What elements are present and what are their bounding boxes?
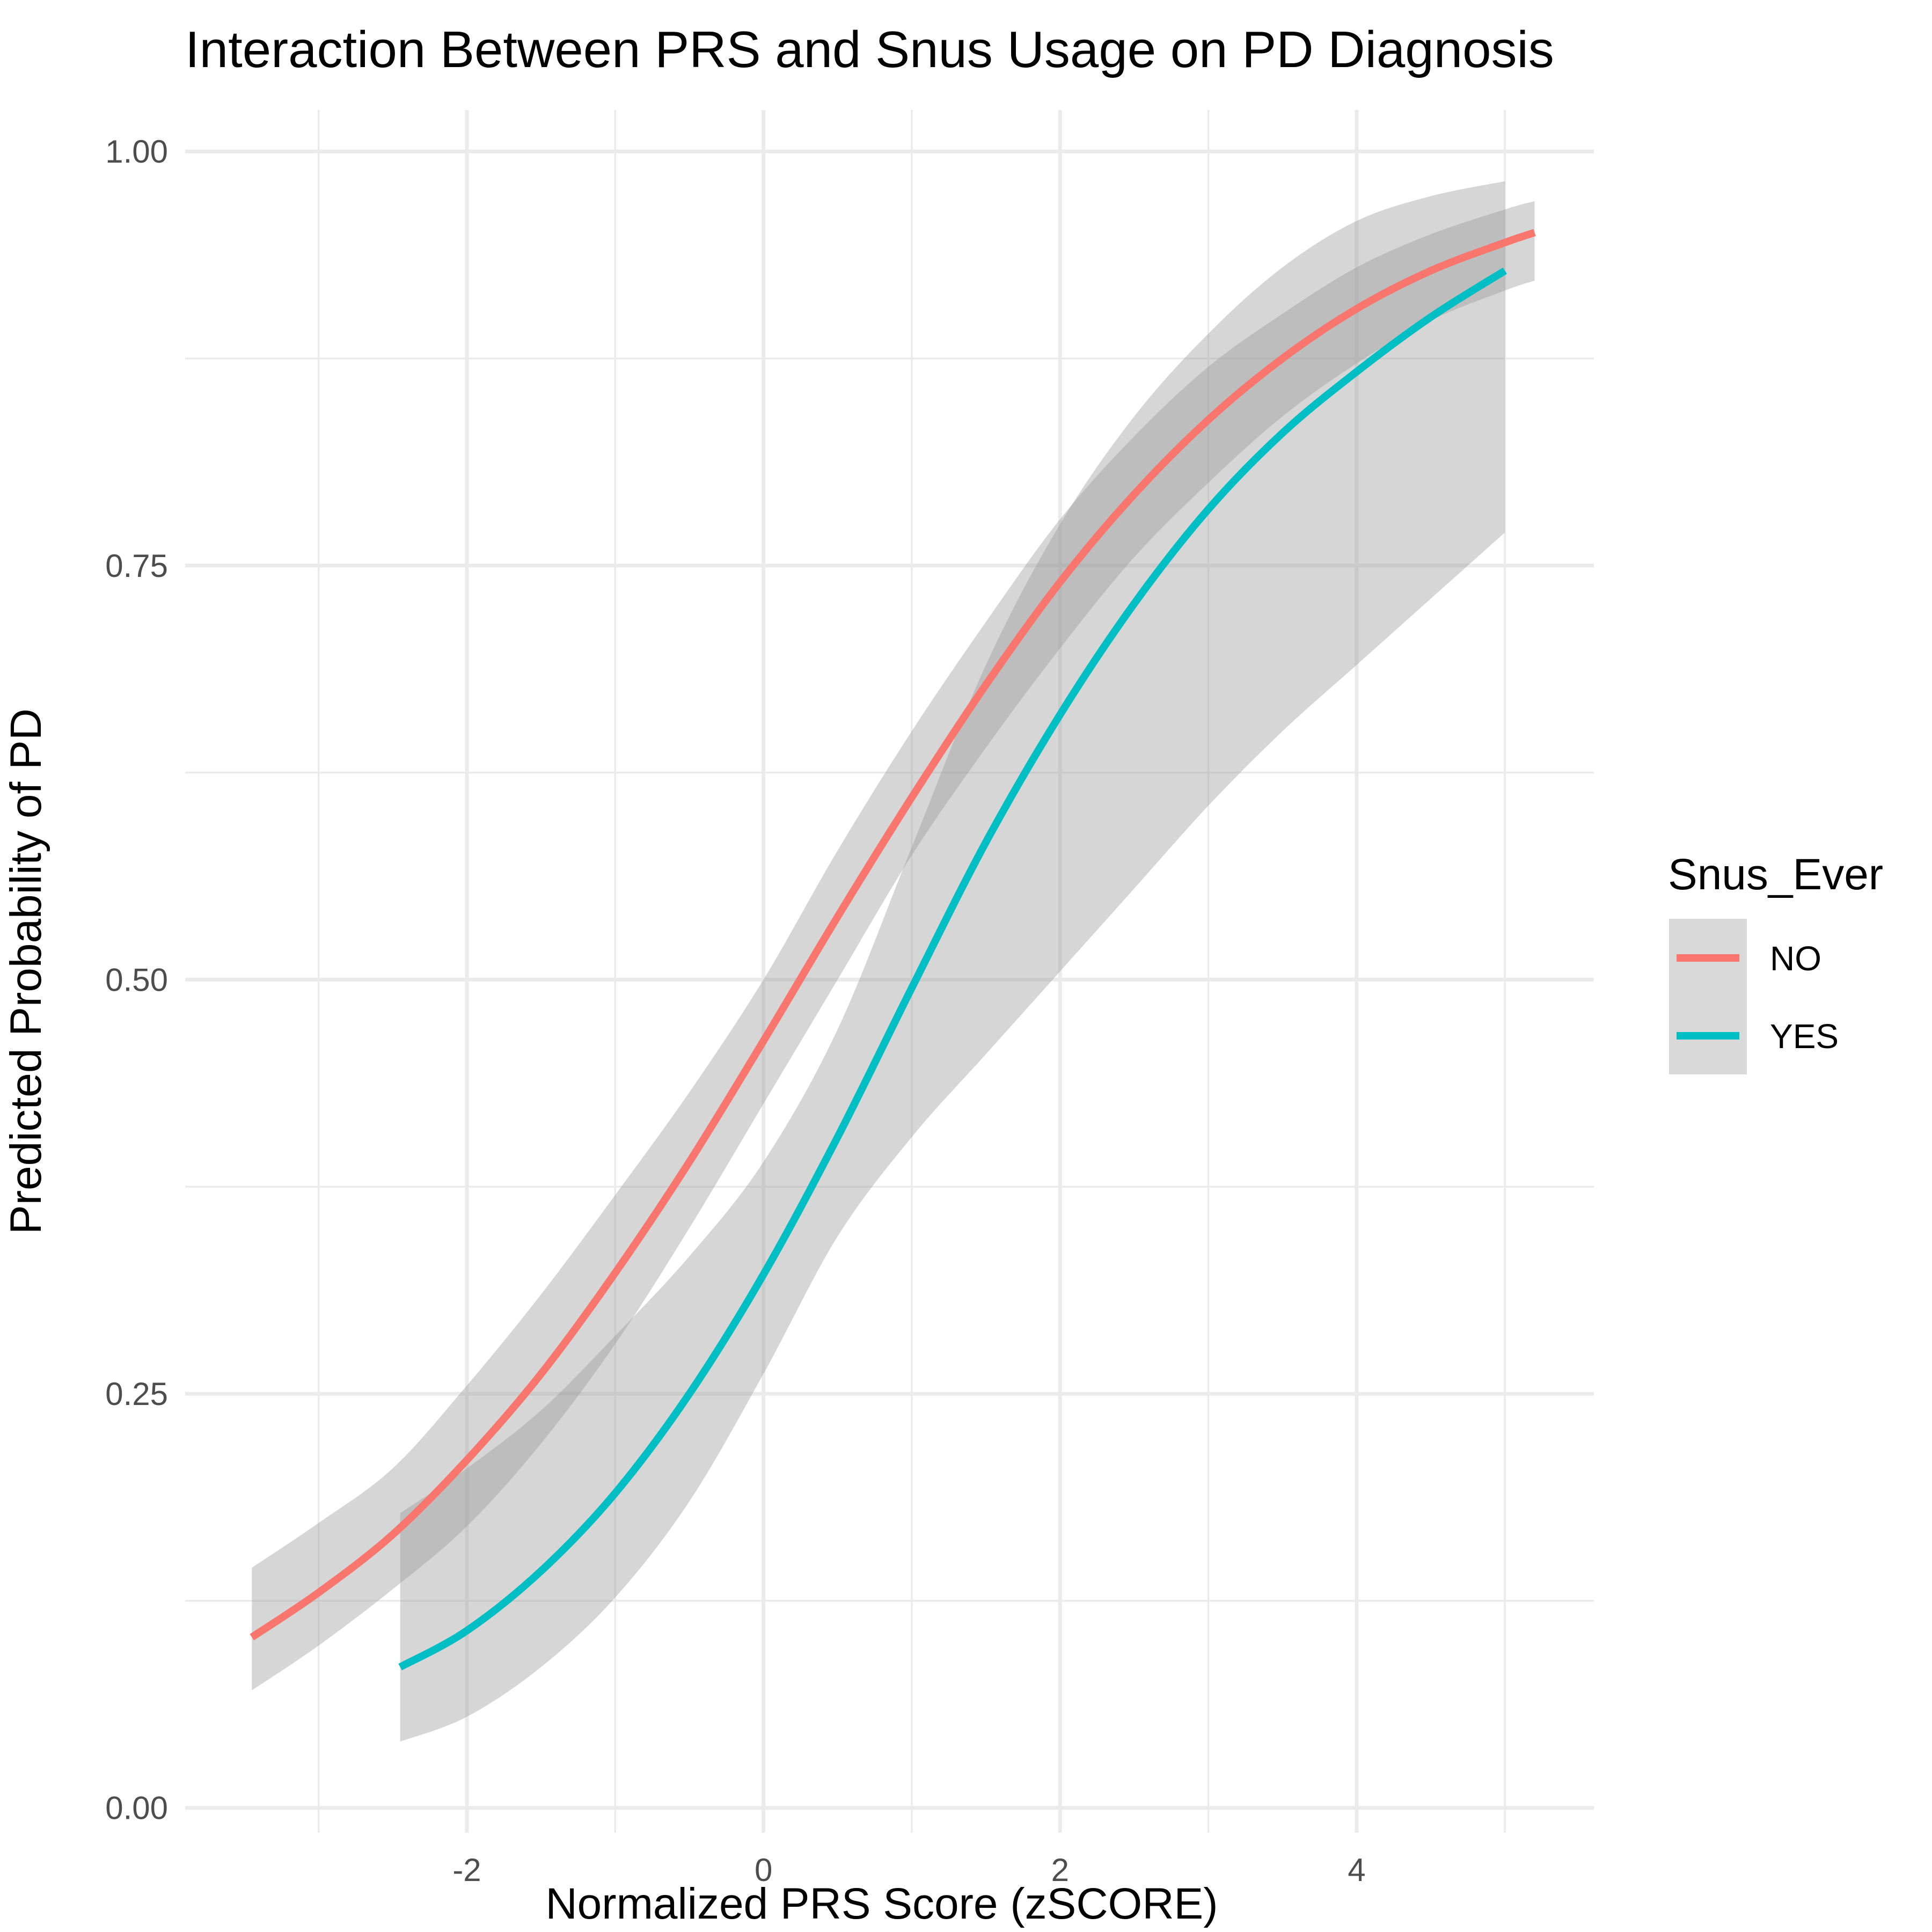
x-tick-label: 4 — [1348, 1852, 1365, 1888]
y-tick-label: 0.75 — [105, 548, 168, 584]
x-axis-title: Normalized PRS Score (zSCORE) — [545, 1879, 1218, 1928]
legend-item-no: NO — [1669, 919, 1821, 997]
tick-labels: -2 0 2 4 0.00 0.25 0.50 0.75 1.00 — [105, 134, 1365, 1888]
legend-label-no: NO — [1770, 939, 1821, 978]
x-tick-label: -2 — [452, 1852, 481, 1888]
legend-item-yes: YES — [1669, 997, 1839, 1074]
y-tick-label: 0.00 — [105, 1790, 168, 1826]
legend-label-yes: YES — [1770, 1017, 1839, 1056]
y-axis-title: Predicted Probability of PD — [2, 708, 50, 1234]
legend: Snus_Ever NO YES — [1668, 850, 1883, 1074]
series-line-yes — [398, 267, 1507, 1671]
chart-title: Interaction Between PRS and Snus Usage o… — [185, 21, 1554, 78]
y-tick-label: 1.00 — [105, 134, 168, 170]
series-lines — [250, 229, 1536, 1671]
confidence-band-no — [252, 201, 1535, 1690]
grid — [185, 110, 1594, 1833]
y-tick-label: 0.50 — [105, 962, 168, 998]
x-tick-label: 0 — [755, 1852, 772, 1888]
confidence-band-yes — [400, 181, 1505, 1742]
x-tick-label: 2 — [1051, 1852, 1069, 1888]
y-tick-label: 0.25 — [105, 1376, 168, 1412]
legend-title: Snus_Ever — [1668, 850, 1883, 899]
confidence-bands — [252, 181, 1535, 1742]
series-line-no — [250, 229, 1536, 1641]
